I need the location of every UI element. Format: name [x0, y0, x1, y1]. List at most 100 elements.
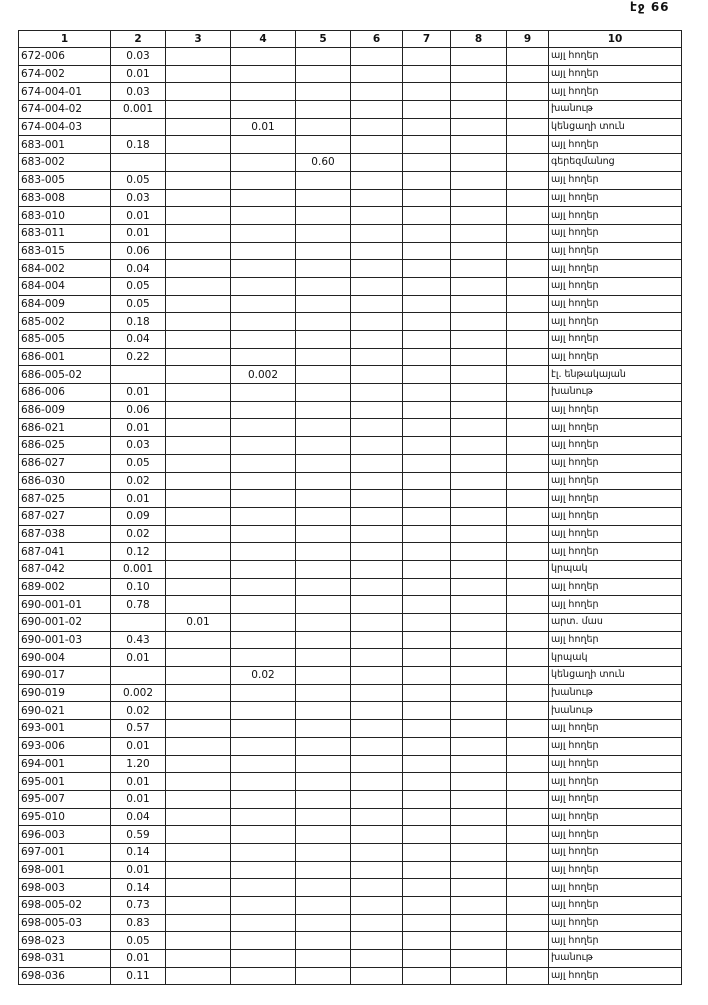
table-cell [402, 64, 451, 84]
table-cell [506, 683, 549, 703]
column-header: 10 [548, 30, 682, 48]
table-row: 686-021 0.01 այլ հողեր [18, 418, 682, 438]
table-cell: 698-031 [18, 949, 111, 968]
table-row: 689-002 0.10 այլ հողեր [18, 577, 682, 597]
table-cell: 694-001 [18, 754, 111, 774]
table-cell [450, 489, 507, 508]
table-row: 674-004-02 0.001 խանութ [18, 100, 682, 119]
table-cell [402, 807, 451, 827]
table-cell [450, 365, 507, 385]
table-cell: 698-036 [18, 966, 111, 986]
table-cell [230, 400, 296, 420]
table-cell [295, 719, 351, 738]
table-cell [165, 524, 231, 544]
table-cell: 0.43 [110, 630, 166, 650]
table-cell [295, 913, 351, 933]
table-cell: 674-004-03 [18, 117, 111, 137]
table-cell [165, 772, 231, 791]
table-cell [295, 542, 351, 561]
table-cell: 0.22 [110, 347, 166, 367]
table-cell [506, 170, 549, 190]
table-cell [165, 506, 231, 526]
table-cell [450, 117, 507, 137]
table-cell: այլ հողեր [548, 294, 682, 314]
table-cell [295, 170, 351, 190]
table-cell [350, 613, 403, 632]
table-row: 686-030 0.02 այլ հողեր [18, 471, 682, 491]
table-cell [402, 471, 451, 491]
table-cell [295, 506, 351, 526]
table-cell: այլ հողեր [548, 506, 682, 526]
table-cell [230, 719, 296, 738]
table-cell [450, 276, 507, 296]
table-cell: այլ հողեր [548, 789, 682, 809]
table-cell [450, 135, 507, 155]
table-cell [506, 383, 549, 402]
table-cell: 697-001 [18, 842, 111, 862]
table-cell [230, 82, 296, 102]
table-cell: այլ հողեր [548, 524, 682, 544]
table-cell [350, 736, 403, 756]
table-cell [230, 896, 296, 915]
table-cell: 0.03 [110, 82, 166, 102]
table-cell [402, 135, 451, 155]
table-row: 697-001 0.14 այլ հողեր [18, 842, 682, 862]
table-cell [402, 294, 451, 314]
table-cell: այլ հողեր [548, 418, 682, 438]
table-cell [295, 64, 351, 84]
table-cell [402, 453, 451, 473]
table-cell [506, 966, 549, 986]
table-cell [230, 931, 296, 951]
table-cell [165, 595, 231, 614]
table-row: 686-001 0.22 այլ հողեր [18, 347, 682, 367]
table-cell [350, 825, 403, 844]
table-cell: այլ հողեր [548, 913, 682, 933]
table-cell [350, 347, 403, 367]
table-cell [506, 259, 549, 278]
table-cell [230, 47, 296, 66]
table-row: 695-010 0.04 այլ հողեր [18, 807, 682, 827]
table-cell [230, 259, 296, 278]
table-cell [295, 577, 351, 597]
table-cell [230, 613, 296, 632]
table-cell [230, 383, 296, 402]
table-cell [450, 931, 507, 951]
table-cell [295, 453, 351, 473]
table-cell [295, 949, 351, 968]
table-cell: 1.20 [110, 754, 166, 774]
table-cell [506, 719, 549, 738]
table-cell [450, 170, 507, 190]
table-cell [402, 613, 451, 632]
table-cell [350, 807, 403, 827]
table-cell [450, 506, 507, 526]
table-cell [450, 294, 507, 314]
table-cell: 0.002 [230, 365, 296, 385]
table-cell [350, 913, 403, 933]
table-cell [402, 648, 451, 668]
table-cell [230, 701, 296, 721]
table-row: 694-001 1.20 այլ հողեր [18, 754, 682, 774]
table-cell: 698-005-03 [18, 913, 111, 933]
table-cell [506, 789, 549, 809]
table-cell: 0.05 [110, 931, 166, 951]
table-cell: 684-009 [18, 294, 111, 314]
table-row: 698-005-02 0.73 այլ հողեր [18, 896, 682, 915]
table-cell [402, 949, 451, 968]
table-cell [506, 949, 549, 968]
table-cell [450, 47, 507, 66]
table-cell: այլ հողեր [548, 825, 682, 844]
table-cell [165, 436, 231, 455]
table-cell [295, 559, 351, 579]
table-cell: 0.01 [230, 117, 296, 137]
table-cell: այլ հողեր [548, 595, 682, 614]
table-cell: 0.01 [110, 736, 166, 756]
table-cell [295, 736, 351, 756]
table-cell [295, 241, 351, 261]
table-cell [506, 736, 549, 756]
table-cell [165, 153, 231, 172]
table-cell: 690-001-01 [18, 595, 111, 614]
table-cell [295, 489, 351, 508]
table-cell [165, 82, 231, 102]
table-cell [165, 931, 231, 951]
table-cell [350, 82, 403, 102]
